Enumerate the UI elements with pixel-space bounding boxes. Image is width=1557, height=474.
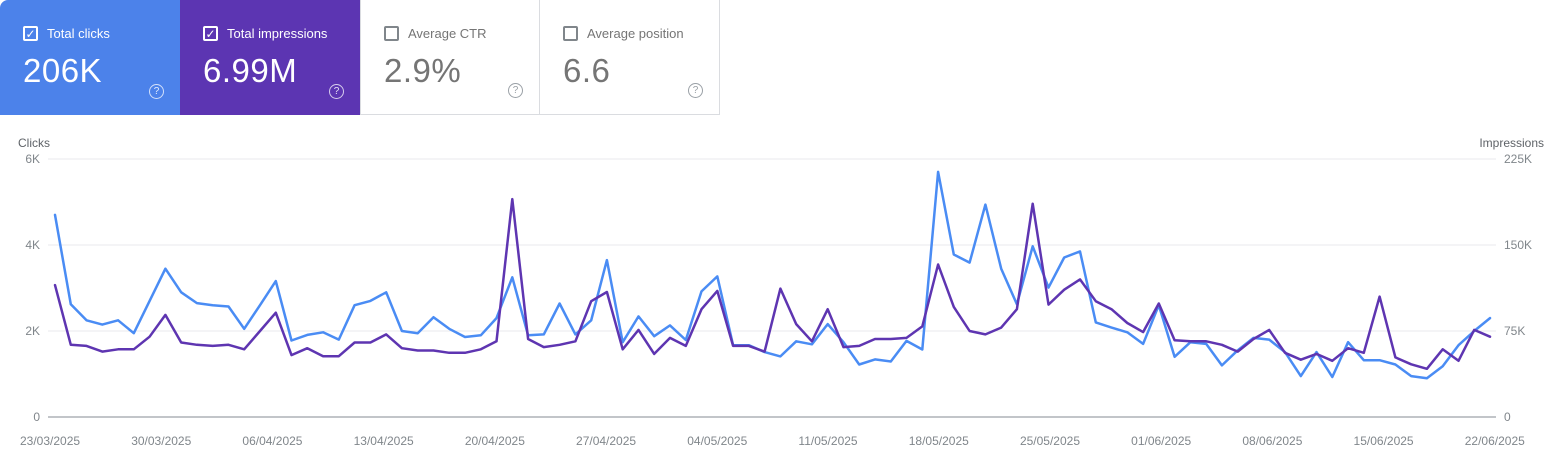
right-axis-tick: 150K [1504, 238, 1533, 252]
left-axis-tick: 0 [33, 410, 40, 424]
average-ctr-value: 2.9% [384, 52, 462, 89]
total-clicks-card[interactable]: ✓ Total clicks 206K ? [0, 0, 180, 115]
average-ctr-card-header: Average CTR [384, 26, 539, 41]
x-axis-tick-label: 13/04/2025 [353, 434, 414, 448]
total-impressions-label: Total impressions [227, 26, 328, 41]
left-axis-title: Clicks [18, 136, 50, 150]
x-axis-tick-label: 15/06/2025 [1353, 434, 1414, 448]
help-icon[interactable]: ? [688, 83, 703, 98]
metric-cards-row: ✓ Total clicks 206K ? ✓ Total impression… [0, 0, 720, 115]
total-impressions-value: 6.99M [203, 52, 298, 89]
total-clicks-value: 206K [23, 52, 103, 89]
x-axis-tick-label: 08/06/2025 [1242, 434, 1303, 448]
total-clicks-card-header: ✓ Total clicks [23, 26, 180, 41]
right-axis-tick: 0 [1504, 410, 1511, 424]
help-icon[interactable]: ? [508, 83, 523, 98]
help-icon[interactable]: ? [329, 84, 344, 99]
x-axis-tick-label: 18/05/2025 [908, 434, 969, 448]
right-axis-title: Impressions [1479, 136, 1544, 150]
x-axis-tick-label: 01/06/2025 [1131, 434, 1192, 448]
x-axis-tick-label: 04/05/2025 [687, 434, 748, 448]
left-axis-tick: 2K [25, 324, 40, 338]
average-position-value: 6.6 [563, 52, 611, 89]
clicks-line [53, 170, 1492, 380]
total-impressions-checkbox[interactable]: ✓ [203, 26, 218, 41]
total-impressions-card[interactable]: ✓ Total impressions 6.99M ? [180, 0, 360, 115]
average-position-checkbox[interactable] [563, 26, 578, 41]
performance-chart: Clicks Impressions 6K 4K 2K 0 225K 150K … [0, 115, 1557, 474]
left-axis-tick: 4K [25, 238, 40, 252]
impressions-line [53, 197, 1492, 371]
x-axis-tick-label: 23/03/2025 [20, 434, 81, 448]
x-axis-tick-label: 20/04/2025 [464, 434, 525, 448]
x-axis-labels: 23/03/2025 30/03/2025 06/04/2025 13/04/2025… [20, 434, 1525, 448]
average-ctr-card[interactable]: Average CTR 2.9% ? [360, 0, 540, 115]
x-axis-tick-label: 25/05/2025 [1019, 434, 1080, 448]
right-axis-tick: 75K [1504, 324, 1526, 338]
average-position-card-header: Average position [563, 26, 719, 41]
x-axis-tick-label: 22/06/2025 [1464, 434, 1525, 448]
total-clicks-checkbox[interactable]: ✓ [23, 26, 38, 41]
x-axis-tick-label: 11/05/2025 [798, 434, 858, 448]
total-impressions-card-header: ✓ Total impressions [203, 26, 360, 41]
chart-plot-area[interactable] [0, 115, 1557, 474]
average-position-label: Average position [587, 26, 684, 41]
average-ctr-label: Average CTR [408, 26, 487, 41]
x-axis-tick-label: 27/04/2025 [576, 434, 637, 448]
average-position-card[interactable]: Average position 6.6 ? [540, 0, 720, 115]
help-icon[interactable]: ? [149, 84, 164, 99]
average-ctr-checkbox[interactable] [384, 26, 399, 41]
right-axis-tick: 225K [1504, 152, 1533, 166]
left-axis-tick: 6K [25, 152, 40, 166]
x-axis-tick-label: 06/04/2025 [242, 434, 303, 448]
x-axis-tick-label: 30/03/2025 [131, 434, 192, 448]
total-clicks-label: Total clicks [47, 26, 110, 41]
